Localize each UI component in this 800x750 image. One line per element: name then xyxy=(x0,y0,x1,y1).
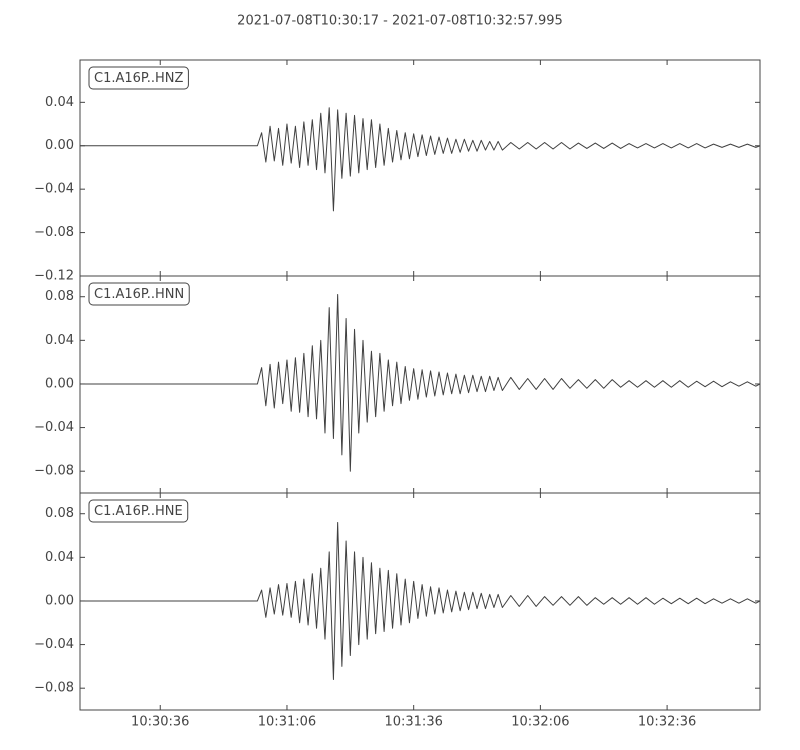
trace-label-text: C1.A16P..HNZ xyxy=(94,71,183,86)
y-tick-label: 0.04 xyxy=(45,95,74,110)
y-tick-label: 0.00 xyxy=(45,593,74,608)
x-tick-label: 10:32:06 xyxy=(511,715,569,730)
x-tick-label: 10:32:36 xyxy=(638,715,696,730)
y-tick-label: −0.12 xyxy=(34,269,74,284)
trace-label-text: C1.A16P..HNN xyxy=(94,287,184,302)
y-tick-label: 0.00 xyxy=(45,138,74,153)
y-tick-label: −0.04 xyxy=(34,182,74,197)
trace-label-box xyxy=(88,282,190,306)
trace-label-text: C1.A16P..HNE xyxy=(94,504,183,519)
trace-label-box xyxy=(88,66,189,90)
waveform xyxy=(80,107,761,212)
y-tick-label: −0.08 xyxy=(34,225,74,240)
y-tick-label: −0.08 xyxy=(34,681,74,696)
y-tick-label: 0.04 xyxy=(45,333,74,348)
x-tick-label: 10:31:06 xyxy=(258,715,316,730)
x-tick-label: 10:31:36 xyxy=(384,715,442,730)
trace-label: C1.A16P..HNN xyxy=(88,282,190,306)
figure-title: 2021-07-08T10:30:17 - 2021-07-08T10:32:5… xyxy=(237,14,563,29)
y-tick-label: 0.04 xyxy=(45,550,74,565)
y-tick-label: 0.00 xyxy=(45,376,74,391)
y-tick-label: −0.04 xyxy=(34,420,74,435)
waveform xyxy=(80,294,761,472)
y-tick-label: −0.08 xyxy=(34,464,74,479)
trace-label-box xyxy=(88,499,189,523)
y-tick-label: 0.08 xyxy=(45,289,74,304)
y-tick-label: 0.08 xyxy=(45,506,74,521)
waveform xyxy=(80,521,761,680)
panel-frame xyxy=(79,59,761,277)
trace-label: C1.A16P..HNZ xyxy=(88,66,189,90)
y-tick-label: −0.04 xyxy=(34,637,74,652)
panel-frame xyxy=(79,492,761,711)
trace-label: C1.A16P..HNE xyxy=(88,499,189,523)
x-tick-label: 10:30:36 xyxy=(131,715,189,730)
